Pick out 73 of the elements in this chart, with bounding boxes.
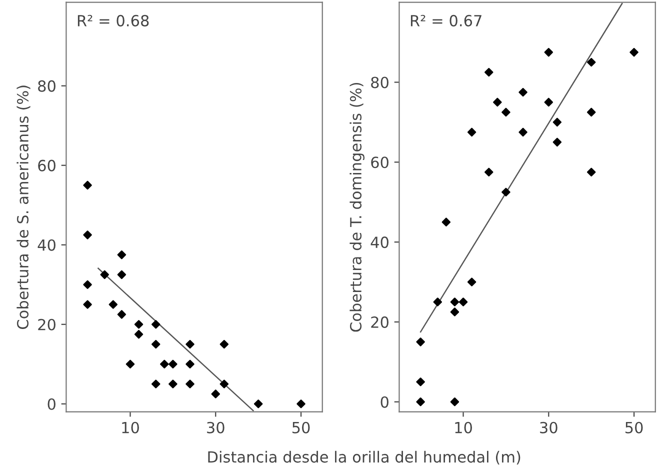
point: [134, 330, 144, 339]
point: [586, 168, 596, 177]
point: [108, 300, 118, 309]
x-tick-label: 30: [207, 422, 224, 434]
x-tick-label: 10: [122, 422, 139, 434]
point: [151, 380, 160, 388]
point: [186, 360, 194, 368]
point: [186, 380, 194, 388]
point: [467, 128, 476, 137]
point: [220, 340, 229, 349]
point: [458, 298, 468, 306]
point: [134, 320, 144, 329]
point: [416, 378, 425, 386]
point: [83, 230, 92, 240]
point: [450, 298, 460, 306]
point: [450, 308, 460, 316]
point: [502, 108, 510, 117]
point: [552, 138, 562, 147]
point: [83, 300, 92, 309]
point: [544, 98, 554, 107]
point: [484, 168, 494, 177]
point: [160, 360, 169, 368]
point: [518, 88, 528, 97]
annotation: R² = 0.68: [78, 14, 149, 26]
point: [433, 298, 442, 306]
point: [518, 128, 528, 137]
y-tick-label: 0: [380, 396, 388, 408]
point: [544, 48, 554, 57]
point: [484, 68, 494, 77]
point: [117, 270, 126, 280]
point: [586, 108, 596, 117]
x-tick-label: 30: [540, 422, 558, 434]
point: [151, 340, 160, 349]
point: [630, 48, 638, 57]
x-axis-title: Distancia desde la orilla del humedal (m): [208, 450, 520, 464]
point: [502, 188, 510, 196]
x-tick-label: 50: [292, 422, 310, 434]
point: [416, 397, 425, 406]
y-axis-title: Cobertura de T. domingensis (%): [350, 82, 364, 332]
y-tick-label: 80: [38, 80, 56, 92]
y-tick-label: 40: [38, 239, 56, 251]
point: [552, 118, 562, 127]
x-tick-label: 10: [455, 422, 472, 434]
point: [211, 390, 220, 398]
point: [126, 360, 135, 368]
point: [151, 320, 160, 329]
point: [117, 310, 126, 319]
point: [442, 218, 451, 226]
point: [168, 360, 178, 368]
point: [100, 270, 109, 280]
point: [586, 58, 596, 67]
point: [450, 397, 460, 406]
x-tick-label: 50: [625, 422, 643, 434]
y-tick-label: 40: [370, 236, 388, 248]
y-tick-label: 60: [371, 156, 388, 168]
point: [168, 380, 178, 388]
y-tick-label: 20: [38, 318, 56, 330]
point: [186, 340, 194, 349]
y-tick-label: 0: [48, 398, 56, 410]
point: [296, 400, 306, 408]
y-tick-label: 80: [371, 76, 388, 88]
point: [493, 98, 502, 107]
point: [83, 180, 92, 190]
y-tick-label: 20: [371, 316, 388, 328]
y-axis-title: Cobertura de S. americanus (%): [16, 86, 30, 329]
point: [416, 338, 425, 346]
point: [220, 380, 229, 388]
point: [254, 400, 263, 408]
y-tick-label: 60: [38, 160, 56, 172]
point: [467, 278, 476, 286]
annotation: R² = 0.67: [410, 14, 482, 26]
point: [83, 280, 92, 289]
point: [117, 250, 126, 260]
